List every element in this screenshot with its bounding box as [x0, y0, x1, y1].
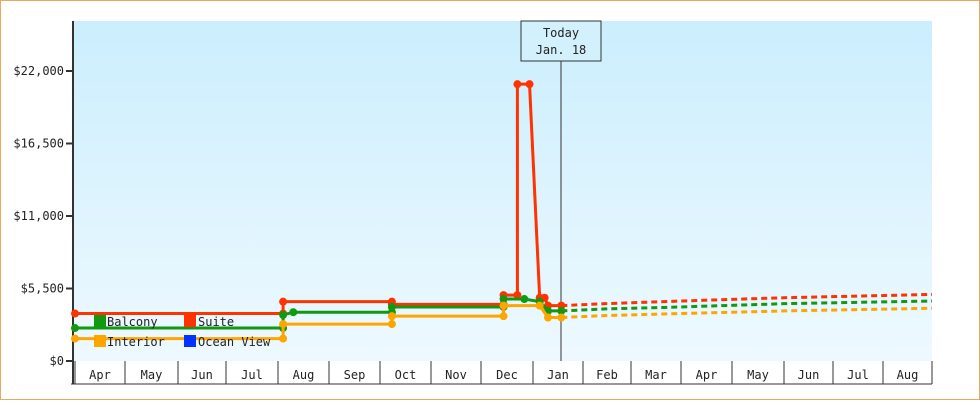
- x-tick-label: Apr: [696, 368, 718, 382]
- forecast-line: [561, 292, 933, 308]
- today-date: Jan. 18: [536, 43, 587, 57]
- ocean-view-swatch-icon: [184, 335, 196, 347]
- balcony-swatch-icon: [94, 315, 106, 327]
- x-tick-label: Sep: [344, 368, 366, 382]
- y-tick-label: $5,500: [21, 282, 64, 296]
- data-point[interactable]: [544, 313, 552, 322]
- data-point[interactable]: [387, 320, 396, 329]
- x-tick-label: Mar: [645, 368, 667, 382]
- data-point[interactable]: [499, 301, 508, 310]
- data-point[interactable]: [289, 308, 298, 317]
- data-point[interactable]: [71, 334, 79, 343]
- data-point[interactable]: [520, 295, 529, 304]
- series-lines: [71, 80, 933, 343]
- data-point[interactable]: [387, 312, 396, 321]
- legend-item-balcony[interactable]: Balcony: [94, 315, 158, 329]
- data-point[interactable]: [513, 291, 522, 300]
- forecast-line: [561, 299, 933, 313]
- x-tick-label: Feb: [596, 368, 618, 382]
- x-tick-label: Dec: [496, 368, 518, 382]
- svg-text:Suite: Suite: [198, 315, 234, 329]
- x-tick-label: Jul: [847, 368, 869, 382]
- legend-item-suite[interactable]: Suite: [184, 315, 234, 329]
- data-point[interactable]: [279, 334, 288, 343]
- series-interior: [71, 301, 933, 343]
- y-tick-label: $0: [50, 354, 64, 368]
- x-tick-label: Jun: [798, 368, 820, 382]
- y-tick-label: $11,000: [13, 209, 64, 223]
- legend-item-ocean-view[interactable]: Ocean View: [184, 335, 271, 349]
- x-tick-label: Jun: [191, 368, 213, 382]
- y-axis: $0 $5,500 $11,000 $16,500 $22,000: [13, 21, 74, 384]
- x-tick-label: Nov: [445, 368, 467, 382]
- x-tick-label: Oct: [395, 368, 417, 382]
- svg-text:Ocean View: Ocean View: [198, 335, 271, 349]
- x-tick-label: Jan: [547, 368, 569, 382]
- data-point[interactable]: [525, 80, 534, 89]
- x-tick-label: Apr: [89, 368, 111, 382]
- interior-swatch-icon: [94, 335, 106, 347]
- suite-swatch-icon: [184, 315, 196, 327]
- x-tick-label: Aug: [293, 368, 315, 382]
- x-tick-label: Aug: [897, 368, 919, 382]
- svg-text:Interior: Interior: [107, 335, 165, 349]
- forecast-line: [561, 306, 933, 319]
- data-point[interactable]: [513, 80, 522, 89]
- data-point[interactable]: [279, 297, 288, 306]
- x-axis: Apr May Jun Jul Aug Sep Oct Nov Dec Jan Feb Mar Apr M…: [71, 361, 933, 385]
- data-point[interactable]: [71, 309, 79, 318]
- x-tick-label: Jul: [241, 368, 263, 382]
- legend: Balcony Suite Interior Ocean View: [94, 315, 271, 349]
- today-label: Today: [543, 26, 579, 40]
- data-point[interactable]: [535, 301, 544, 310]
- data-point[interactable]: [71, 324, 79, 333]
- data-point[interactable]: [387, 302, 396, 311]
- legend-item-interior[interactable]: Interior: [94, 335, 165, 349]
- y-tick-label: $22,000: [13, 64, 64, 78]
- data-point[interactable]: [279, 320, 288, 329]
- data-point[interactable]: [499, 295, 508, 304]
- x-tick-label: May: [141, 368, 163, 382]
- data-point[interactable]: [499, 312, 508, 321]
- y-tick-label: $16,500: [13, 137, 64, 151]
- svg-text:Balcony: Balcony: [107, 315, 158, 329]
- x-tick-label: May: [747, 368, 769, 382]
- data-point[interactable]: [279, 310, 288, 319]
